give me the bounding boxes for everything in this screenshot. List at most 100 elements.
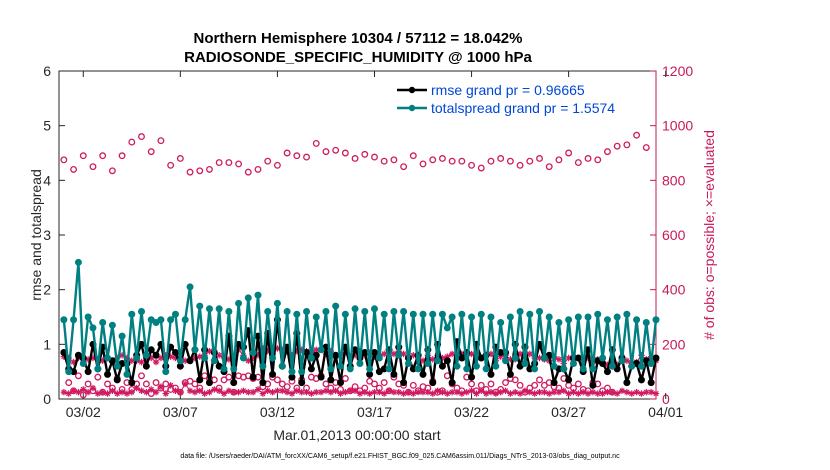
obs-possible-point — [99, 152, 107, 160]
left-tick-label: 5 — [43, 118, 51, 134]
obs-evaluated-point — [259, 390, 267, 397]
totalspread-point — [608, 362, 616, 370]
obs-possible-point — [104, 380, 111, 388]
y-axis-label-right: # of obs: o=possible; ×=evaluated — [701, 130, 717, 340]
obs-evaluated-point — [531, 390, 538, 397]
totalspread-point — [70, 316, 78, 324]
obs-evaluated-point — [332, 387, 339, 394]
totalspread-point — [545, 313, 553, 321]
obs-possible-point — [371, 380, 378, 388]
obs-evaluated-point — [565, 390, 572, 397]
series-layer — [60, 131, 660, 399]
x-axis-label: Mar.01,2013 00:00:00 start — [273, 427, 440, 443]
obs-possible-point — [497, 155, 505, 162]
obs-possible-point — [157, 137, 165, 145]
totalspread-point — [443, 324, 451, 332]
obs-possible-point — [79, 152, 87, 160]
obs-possible-point — [152, 379, 160, 387]
obs-possible-point — [94, 373, 102, 381]
obs-evaluated-point — [395, 388, 402, 396]
totalspread-point — [569, 359, 577, 367]
totalspread-point — [307, 354, 315, 362]
obs-possible-point — [225, 159, 233, 167]
obs-possible-point — [312, 139, 320, 147]
totalspread-point — [584, 313, 592, 321]
left-tick-label: 6 — [43, 63, 51, 79]
obs-possible-point — [531, 381, 539, 389]
totalspread-point — [346, 365, 354, 373]
obs-evaluated-point — [235, 388, 242, 396]
totalspread-point — [453, 362, 461, 370]
obs-possible-point — [176, 155, 184, 162]
totalspread-point — [603, 316, 611, 324]
totalspread-point — [128, 310, 136, 318]
rmse-point — [637, 376, 645, 384]
totalspread-point — [511, 354, 519, 362]
totalspread-point — [492, 362, 500, 370]
totalspread-point — [623, 310, 631, 318]
right-tick-label: 800 — [662, 172, 686, 188]
left-tick-label: 1 — [43, 336, 51, 352]
totalspread-point — [565, 316, 573, 324]
obs-evaluated-point — [516, 390, 524, 397]
obs-evaluated-point — [148, 386, 155, 393]
obs-possible-point — [70, 165, 78, 173]
rmse-point — [589, 381, 597, 389]
legend: rmse grand pr = 0.96665 totalspread grand… — [397, 82, 615, 116]
rmse-point — [147, 346, 155, 354]
totalspread-point — [448, 313, 456, 321]
footnote: data file: /Users/raeder/DAI/ATM_forcXX/… — [180, 453, 620, 460]
obs-possible-point — [341, 149, 349, 157]
obs-possible-point — [167, 161, 175, 169]
obs-evaluated-point — [560, 387, 567, 394]
totalspread-point — [642, 318, 650, 326]
obs-evaluated-point — [342, 388, 349, 396]
obs-evaluated-point — [400, 390, 407, 397]
totalspread-point — [138, 308, 146, 316]
totalspread-point — [249, 349, 257, 357]
obs-possible-point — [254, 165, 262, 173]
obs-possible-point — [89, 163, 97, 171]
totalspread-point — [205, 305, 213, 313]
totalspread-point — [60, 316, 68, 324]
obs-evaluated-point — [599, 390, 606, 397]
totalspread-point — [506, 313, 514, 321]
obs-possible-point — [108, 167, 116, 175]
obs-evaluated-point — [618, 387, 626, 394]
obs-evaluated-point — [463, 388, 470, 396]
obs-possible-point — [604, 148, 611, 156]
right-tick-label: 1200 — [662, 63, 693, 79]
obs-evaluated-point — [65, 390, 72, 397]
obs-possible-point — [502, 379, 509, 387]
legend-label: rmse grand pr = 0.96665 — [431, 82, 585, 98]
totalspread-point — [637, 362, 645, 370]
legend-marker-swatch — [408, 104, 416, 112]
obs-evaluated-point — [152, 388, 160, 396]
obs-possible-point — [458, 157, 466, 165]
obs-evaluated-point — [269, 388, 276, 396]
obs-evaluated-point — [123, 390, 131, 397]
totalspread-point — [589, 365, 597, 373]
right-axis-ticks: 020040060080010001200 — [650, 63, 693, 407]
obs-evaluated-point — [240, 387, 247, 394]
obs-evaluated-point — [361, 388, 368, 396]
totalspread-point — [375, 354, 383, 362]
totalspread-point — [356, 359, 364, 367]
rmse-point — [429, 379, 437, 387]
rmse-point — [269, 370, 277, 378]
obs-evaluated-point — [167, 382, 174, 389]
obs-possible-point — [138, 133, 145, 141]
obs-evaluated-point — [439, 388, 446, 396]
totalspread-point — [516, 308, 524, 316]
totalspread-point — [181, 316, 189, 324]
obs-evaluated-point — [337, 390, 344, 397]
obs-evaluated-point — [211, 386, 218, 393]
obs-possible-point — [409, 381, 417, 389]
x-tick-label: 03/17 — [357, 404, 392, 420]
totalspread-point — [230, 365, 238, 373]
obs-possible-point — [74, 372, 82, 380]
obs-evaluated-point — [133, 384, 140, 392]
obs-evaluated-point — [303, 388, 310, 396]
totalspread-point — [341, 310, 349, 318]
obs-possible-point — [526, 157, 534, 165]
